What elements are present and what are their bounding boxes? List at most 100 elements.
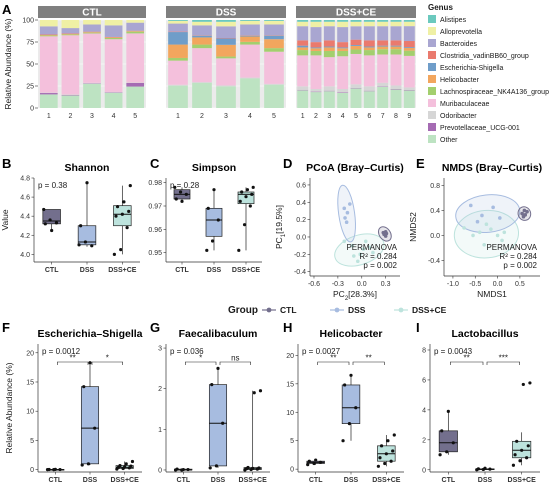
- ordination-point: [346, 211, 350, 215]
- legend-label: Muribaculaceae: [440, 101, 490, 108]
- bar-segment-muribaculaceae: [40, 36, 58, 92]
- bar-segment-alloprevotella: [40, 20, 58, 26]
- bar-segment-helicobacter: [216, 45, 236, 57]
- bar-segment-other: [264, 85, 284, 108]
- data-point: [186, 468, 189, 471]
- bar-segment-alloprevotella: [404, 22, 415, 26]
- bar-segment-other: [311, 92, 322, 108]
- data-point: [525, 456, 528, 459]
- bar-segment-muribaculaceae: [404, 56, 415, 88]
- bar-segment-clostridia-vadinbb60-group: [377, 40, 388, 45]
- bar-segment-odoribacter: [364, 86, 375, 90]
- data-point: [129, 184, 132, 187]
- data-point: [240, 190, 243, 193]
- data-point: [383, 462, 386, 465]
- y-tick-label: 2: [158, 386, 162, 393]
- bar-segment-clostridia-vadinbb60-group: [364, 40, 375, 46]
- bar-segment-alistipes: [377, 20, 388, 22]
- bar-segment-lachnospiraceae-nk4a136-group: [62, 34, 80, 35]
- data-point: [385, 452, 388, 455]
- data-point: [522, 383, 525, 386]
- data-point: [121, 213, 124, 216]
- legend-swatch: [428, 75, 436, 83]
- y-tick-label: 10: [286, 410, 294, 417]
- bar-segment-bacteroides: [311, 27, 322, 42]
- bar-segment-alistipes: [404, 20, 415, 22]
- ordination-point: [343, 216, 347, 220]
- significance-label: ns: [231, 354, 239, 363]
- x-tick-label: CTL: [45, 267, 59, 274]
- y-axis-label: PC1[19.5%]: [274, 205, 287, 249]
- significance-label: **: [464, 354, 470, 363]
- bar-segment-odoribacter: [311, 89, 322, 92]
- bar-segment-other: [377, 87, 388, 108]
- bar-segment-bacteroides: [40, 26, 58, 34]
- bar-segment-other: [83, 84, 101, 108]
- data-point: [216, 367, 219, 370]
- panel-title: Escherichia–Shigella: [37, 328, 142, 340]
- bar-segment-escherichia-shigella: [391, 46, 402, 47]
- ordination-point: [345, 220, 349, 224]
- legend-label: Bacteroides: [440, 41, 477, 48]
- box-ctl: [439, 431, 457, 452]
- data-point: [175, 197, 178, 200]
- bar-segment-lachnospiraceae-nk4a136-group: [105, 38, 123, 39]
- bar-segment-helicobacter: [297, 47, 308, 50]
- bar-segment-lachnospiraceae-nk4a136-group: [40, 35, 58, 36]
- bar-segment-helicobacter: [264, 39, 284, 48]
- bar-segment-helicobacter: [240, 37, 260, 42]
- x-tick-label: DSS+CE: [508, 477, 537, 484]
- ordination-point: [384, 234, 388, 238]
- x-tick-label: 1: [301, 113, 305, 120]
- facet-strip-label: DSS+CE: [336, 8, 377, 19]
- x-tick-label: CTL: [309, 477, 323, 484]
- data-point: [77, 243, 80, 246]
- y-tick-label: 15: [286, 381, 294, 388]
- bar-segment-lachnospiraceae-nk4a136-group: [311, 51, 322, 55]
- y-tick-label: 0.96: [148, 227, 162, 234]
- x-tick-label: -0.5: [469, 281, 481, 288]
- y-tick-label: 0.0: [296, 234, 306, 241]
- y-tick-label: -0.4: [294, 269, 306, 276]
- y-tick-label: 0: [30, 467, 34, 474]
- y-tick-label: 0.2: [296, 217, 306, 224]
- x-tick-label: DSS+CE: [232, 267, 261, 274]
- data-point: [126, 226, 129, 229]
- x-tick-label: 2: [68, 113, 72, 120]
- box-dss: [81, 387, 98, 464]
- bar-segment-alloprevotella: [62, 20, 80, 28]
- data-point: [129, 465, 132, 468]
- bar-segment-alloprevotella: [351, 22, 362, 26]
- panel-letter-a: A: [2, 2, 12, 17]
- bar-segment-muribaculaceae: [62, 35, 80, 94]
- data-point: [179, 190, 182, 193]
- data-point: [182, 468, 185, 471]
- bar-segment-clostridia-vadinbb60-group: [337, 42, 348, 47]
- bar-segment-other: [62, 95, 80, 108]
- data-point: [217, 218, 220, 221]
- panel-letter-f: F: [2, 320, 10, 335]
- bar-segment-alistipes: [168, 20, 188, 21]
- bar-segment-bacteroides: [62, 28, 80, 33]
- y-tick-label: 0.95: [148, 250, 162, 257]
- bar-segment-helicobacter: [324, 47, 335, 51]
- data-point: [239, 200, 242, 203]
- ordination-point: [471, 234, 475, 238]
- ordination-point: [496, 234, 500, 238]
- y-tick-label: 25: [26, 84, 34, 91]
- panel-title: Simpson: [192, 162, 236, 174]
- bar-segment-muribaculaceae: [351, 54, 362, 84]
- panel-letter-i: I: [416, 320, 420, 335]
- data-point: [54, 468, 57, 471]
- bar-segment-alistipes: [311, 20, 322, 22]
- box-dss: [342, 385, 360, 424]
- data-point: [79, 224, 82, 227]
- y-tick-label: 2: [422, 437, 426, 444]
- data-point: [127, 210, 130, 213]
- bar-segment-lachnospiraceae-nk4a136-group: [126, 32, 144, 34]
- bar-segment-alloprevotella: [216, 22, 236, 27]
- y-tick-label: 0: [30, 106, 34, 113]
